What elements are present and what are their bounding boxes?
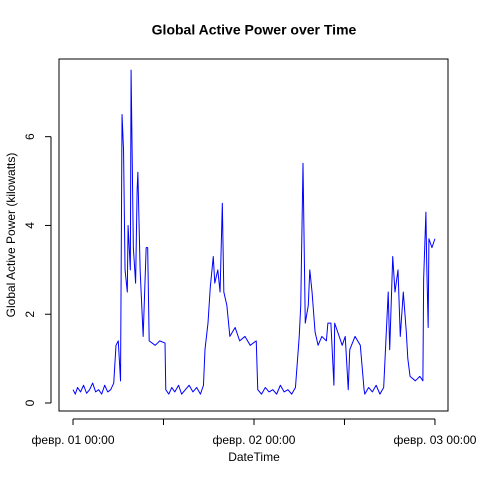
plot-frame (58, 58, 449, 412)
chart-title: Global Active Power over Time (152, 22, 357, 38)
data-line (72, 69, 436, 395)
y-tick-label: 4 (23, 222, 37, 229)
x-tick-label: февр. 01 00:00 (32, 433, 115, 447)
y-tick-label: 2 (23, 311, 37, 318)
y-tick-label: 0 (23, 399, 37, 406)
x-tick-label: февр. 03 00:00 (393, 433, 476, 447)
x-axis-label: DateTime (228, 450, 280, 464)
x-tick-label: февр. 02 00:00 (212, 433, 295, 447)
y-axis-label: Global Active Power (kilowatts) (4, 153, 18, 318)
y-tick-label: 6 (23, 133, 37, 140)
